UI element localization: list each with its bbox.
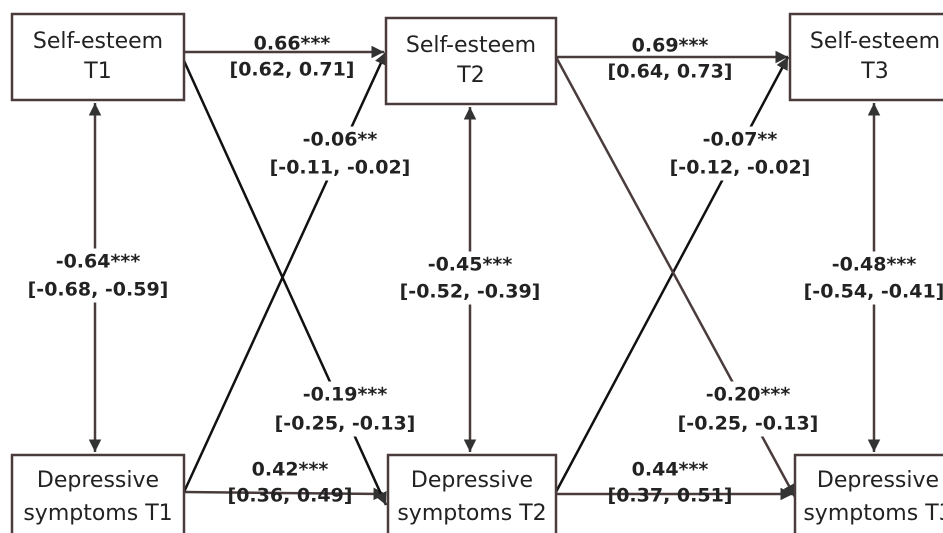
node-label: symptoms T2 xyxy=(397,501,546,526)
confidence-interval: [-0.25, -0.13] xyxy=(275,413,416,435)
label-background xyxy=(674,381,822,437)
node-box xyxy=(384,16,558,106)
node-label: symptoms T1 xyxy=(23,501,172,526)
node-label: Depressive xyxy=(817,468,939,493)
label-background xyxy=(396,251,544,305)
nodes: Self-esteem T1 Self-esteem T2 Self-estee… xyxy=(10,12,943,533)
coefficient: -0.19*** xyxy=(303,384,388,406)
coefficient: -0.45*** xyxy=(428,254,513,276)
node-box xyxy=(386,453,558,533)
node-box xyxy=(788,12,943,102)
label-background xyxy=(271,381,419,437)
node-box xyxy=(10,12,186,102)
node-box xyxy=(10,453,186,533)
confidence-interval: [-0.68, -0.59] xyxy=(28,279,169,301)
confidence-interval: [0.37, 0.51] xyxy=(608,485,733,507)
coefficient: 0.42*** xyxy=(252,459,329,481)
node-label: T3 xyxy=(860,59,888,84)
confidence-interval: [0.64, 0.73] xyxy=(608,61,733,83)
label-background xyxy=(266,126,414,181)
confidence-interval: [-0.52, -0.39] xyxy=(400,281,541,303)
coefficient: -0.06** xyxy=(303,129,378,151)
confidence-interval: [0.62, 0.71] xyxy=(230,59,355,81)
node-label: Depressive xyxy=(37,468,159,493)
confidence-interval: [-0.12, -0.02] xyxy=(670,157,811,179)
edge xyxy=(182,51,388,493)
confidence-interval: [0.36, 0.49] xyxy=(228,485,353,507)
node-label: Depressive xyxy=(411,468,533,493)
coefficient: -0.07** xyxy=(703,129,778,151)
node-label: Self-esteem xyxy=(33,29,163,54)
coefficient: 0.66*** xyxy=(254,33,331,55)
confidence-interval: [-0.25, -0.13] xyxy=(678,413,819,435)
coefficient: 0.44*** xyxy=(632,459,709,481)
coefficient: -0.48*** xyxy=(832,254,917,276)
confidence-interval: [-0.11, -0.02] xyxy=(270,157,411,179)
coefficient: -0.20*** xyxy=(706,384,791,406)
node-label: T2 xyxy=(456,63,484,88)
node-label: Self-esteem xyxy=(810,29,940,54)
label-background xyxy=(800,251,943,305)
confidence-interval: [-0.54, -0.41] xyxy=(804,281,943,303)
coefficient: -0.64*** xyxy=(56,251,141,273)
label-background xyxy=(666,126,814,181)
edge xyxy=(183,487,387,501)
edge-labels: 0.66*** [0.62, 0.71] 0.69*** [0.64, 0.73] -0… xyxy=(24,33,943,507)
node-label: symptoms T3 xyxy=(803,501,943,526)
node-label: T1 xyxy=(83,59,111,84)
node-label: Self-esteem xyxy=(406,33,536,58)
coefficient: 0.69*** xyxy=(632,35,709,57)
label-background xyxy=(24,248,172,303)
node-box xyxy=(793,453,943,533)
